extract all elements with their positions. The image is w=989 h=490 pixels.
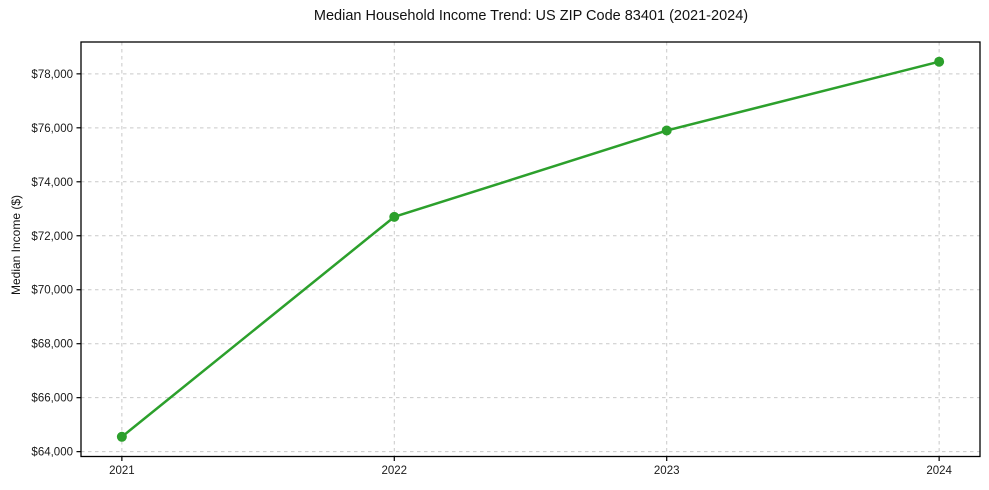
y-tick-label: $76,000 — [31, 123, 73, 135]
plot-border — [80, 41, 981, 458]
data-point-2024 — [934, 56, 945, 67]
data-point-2022 — [389, 211, 400, 222]
y-tick-label: $74,000 — [31, 177, 73, 189]
y-tick-label: $78,000 — [31, 69, 73, 81]
data-point-2023 — [661, 125, 672, 136]
y-tick-label: $68,000 — [31, 339, 73, 351]
y-tick-label: $70,000 — [31, 285, 73, 297]
x-tick-label: 2021 — [109, 465, 135, 477]
y-axis-label: Median Income ($) — [9, 194, 23, 296]
data-point-2021 — [116, 431, 127, 442]
trend-line — [120, 60, 941, 439]
y-tick-label: $66,000 — [31, 393, 73, 405]
x-tick-label: 2024 — [926, 465, 952, 477]
y-tick-label: $64,000 — [31, 447, 73, 459]
y-tick-label: $72,000 — [31, 231, 73, 243]
chart-title: Median Household Income Trend: US ZIP Co… — [313, 8, 749, 24]
x-tick-label: 2022 — [381, 465, 407, 477]
x-tick-label: 2023 — [654, 465, 680, 477]
